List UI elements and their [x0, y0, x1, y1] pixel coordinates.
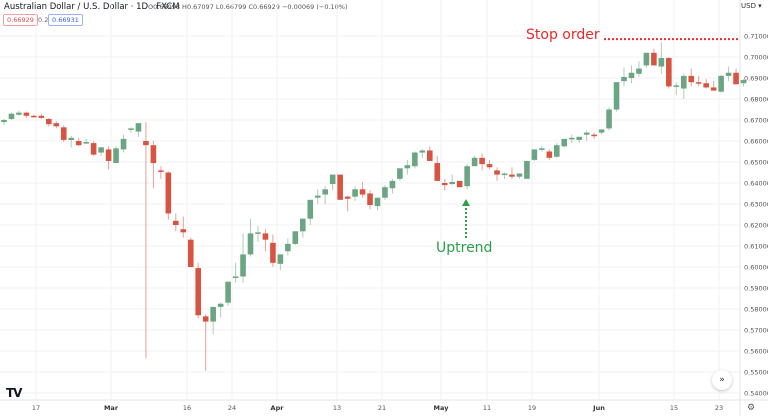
- time-axis[interactable]: 17 Mar 16 24 Apr 13 21 May 11 19 Jun 15 23: [0, 399, 768, 412]
- svg-text:Mar: Mar: [104, 404, 119, 412]
- grid-lines: [0, 0, 740, 400]
- svg-text:19: 19: [528, 404, 536, 412]
- spread-value: 0.2: [38, 16, 49, 24]
- svg-text:23: 23: [715, 404, 723, 412]
- uptrend-label: Uptrend: [436, 240, 493, 256]
- svg-text:May: May: [434, 404, 450, 412]
- svg-text:Apr: Apr: [271, 404, 285, 412]
- svg-text:15: 15: [670, 404, 678, 412]
- svg-text:24: 24: [228, 404, 236, 412]
- uptrend-arrow-icon: [462, 199, 470, 238]
- svg-text:21: 21: [378, 404, 386, 412]
- ohlc-values: O0.66998 H0.67097 L0.66799 C0.66929 −0.0…: [148, 3, 348, 11]
- svg-text:0.54000: 0.54000: [744, 390, 768, 398]
- candles: [1, 42, 747, 371]
- svg-text:11: 11: [483, 404, 491, 412]
- svg-text:13: 13: [333, 404, 341, 412]
- currency-selector[interactable]: USD ▾: [741, 2, 762, 10]
- svg-text:16: 16: [183, 404, 191, 412]
- buy-price-button[interactable]: 0.66931: [48, 14, 83, 26]
- symbol-title[interactable]: Australian Dollar / U.S. Dollar · 1D · F…: [4, 2, 180, 12]
- svg-text:Jun: Jun: [592, 404, 605, 412]
- sell-price-button[interactable]: 0.66929: [3, 14, 38, 26]
- settings-gear-icon[interactable]: ⚙: [747, 403, 756, 413]
- stop-order-label: Stop order: [526, 27, 600, 43]
- tradingview-logo-icon[interactable]: TV: [6, 386, 23, 400]
- scroll-to-realtime-button[interactable]: »: [712, 370, 732, 390]
- svg-text:17: 17: [32, 404, 40, 412]
